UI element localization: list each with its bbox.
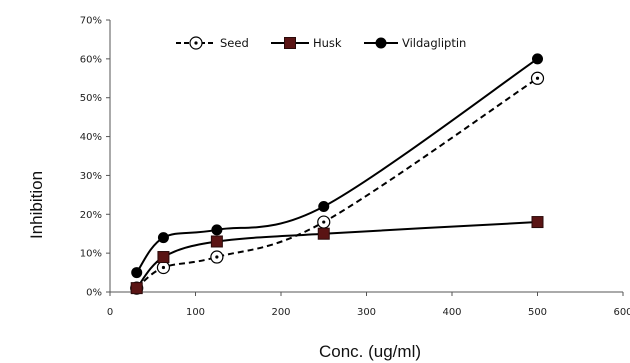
- data-point-seed: [317, 215, 331, 229]
- y-tick-label: 50%: [80, 93, 102, 104]
- y-axis-label: Inhibition: [27, 171, 46, 239]
- data-point-seed-dot: [535, 76, 540, 80]
- series-line-vildagliptin: [135, 58, 539, 274]
- data-point-vildagliptin: [211, 224, 223, 236]
- x-tick-label: 600: [613, 307, 630, 318]
- x-axis-label: Conc. (ug/ml): [319, 342, 421, 361]
- legend: Seed Husk Vildagliptin: [176, 36, 466, 50]
- legend-label-vildagliptin: Vildagliptin: [402, 36, 466, 50]
- series-line-seed: [136, 77, 539, 289]
- data-point-husk: [317, 227, 330, 240]
- y-tick-label: 60%: [80, 54, 102, 65]
- y-tick-label: 40%: [80, 132, 102, 143]
- data-point-vildagliptin: [131, 267, 143, 279]
- y-tick-label: 70%: [80, 16, 102, 27]
- legend-marker-vildagliptin: [375, 37, 387, 49]
- tick-labels: 0% 10% 20% 30% 40% 50% 60% 70% 0 100 200 300 400 500 6…: [80, 16, 630, 319]
- data-point-seed: [156, 260, 171, 275]
- legend-label-seed: Seed: [220, 36, 249, 50]
- data-point-vildagliptin: [532, 53, 543, 65]
- x-tick-label: 0: [107, 307, 113, 318]
- y-tick-label: 30%: [80, 171, 102, 182]
- data-point-husk: [531, 216, 544, 229]
- x-tick-label: 400: [442, 307, 461, 318]
- legend-item-vildagliptin: Vildagliptin: [364, 36, 466, 50]
- y-tick-label: 0%: [86, 288, 102, 299]
- data-point-seed-dot: [215, 255, 219, 259]
- legend-label-husk: Husk: [313, 36, 342, 50]
- legend-item-seed: Seed: [176, 36, 249, 50]
- data-markers: [130, 53, 545, 295]
- x-tick-label: 100: [186, 307, 205, 318]
- data-point-husk: [130, 282, 143, 295]
- x-tick-label: 200: [271, 307, 290, 318]
- x-tick-label: 300: [357, 307, 376, 318]
- data-point-vildagliptin: [318, 201, 330, 213]
- legend-marker-seed: [189, 36, 203, 50]
- legend-marker-seed-dot: [194, 41, 198, 45]
- y-tick-label: 20%: [80, 210, 102, 221]
- data-point-husk: [157, 251, 170, 264]
- legend-marker-husk: [284, 37, 296, 49]
- data-point-seed-dot: [161, 265, 166, 270]
- data-point-husk: [210, 235, 223, 248]
- series-lines: [135, 58, 539, 289]
- data-point-seed: [530, 71, 545, 85]
- legend-item-husk: Husk: [271, 36, 342, 50]
- data-point-seed-dot: [322, 220, 326, 224]
- x-tick-label: 500: [528, 307, 547, 318]
- y-tick-label: 10%: [80, 249, 102, 260]
- data-point-vildagliptin: [157, 232, 169, 244]
- axes: [106, 19, 624, 296]
- data-point-seed: [210, 250, 224, 264]
